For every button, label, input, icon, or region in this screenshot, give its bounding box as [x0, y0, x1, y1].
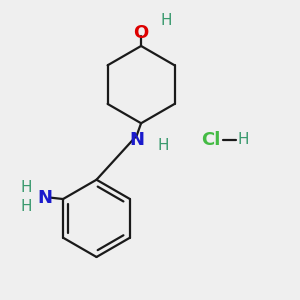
Text: H: H [158, 138, 169, 153]
Text: H: H [238, 132, 249, 147]
Text: H: H [160, 13, 172, 28]
Text: H: H [20, 180, 32, 195]
Text: N: N [129, 130, 144, 148]
Text: O: O [134, 24, 149, 42]
Text: N: N [37, 189, 52, 207]
Text: Cl: Cl [201, 130, 220, 148]
Text: H: H [20, 199, 32, 214]
